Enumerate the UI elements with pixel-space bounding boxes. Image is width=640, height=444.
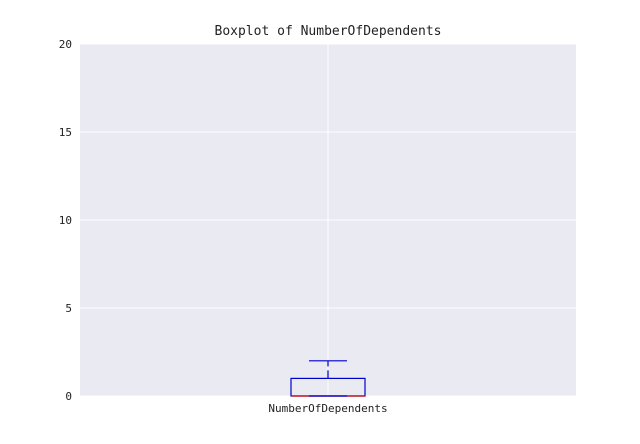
tick-layer: 0 5 10 15 20 NumberOfDependents — [59, 38, 388, 415]
box-layer — [290, 360, 366, 397]
grid-layer — [80, 43, 576, 397]
chart-title: Boxplot of NumberOfDependents — [214, 24, 442, 39]
y-tick-label: 20 — [59, 38, 72, 51]
y-tick-label: 0 — [65, 390, 72, 403]
y-tick-label: 5 — [65, 302, 72, 315]
y-tick-label: 10 — [59, 214, 72, 227]
x-tick-label: NumberOfDependents — [268, 402, 387, 415]
y-tick-label: 15 — [59, 126, 72, 139]
